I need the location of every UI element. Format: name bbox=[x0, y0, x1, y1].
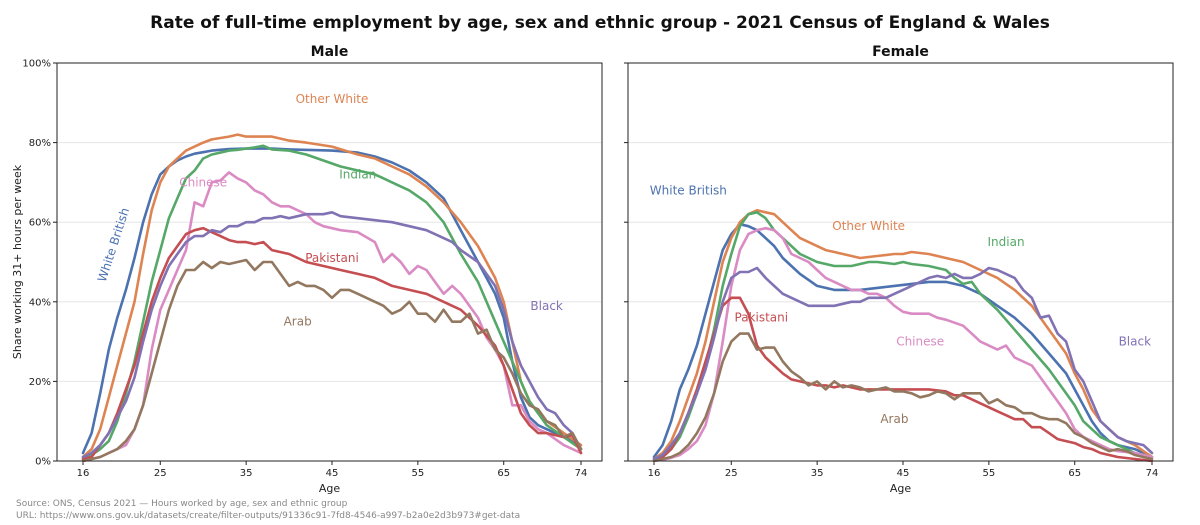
panel-male: Male 0% 20% 40% 60% 80% 100% 16 25 35 45 55 65 74 Age S… bbox=[11, 44, 603, 495]
y-axis-label: Share working 31+ hours per week bbox=[11, 164, 24, 359]
y-tick-label: 40% bbox=[29, 297, 51, 308]
series-label-black: Black bbox=[1119, 335, 1152, 349]
x-tick-label: 35 bbox=[811, 468, 824, 479]
source-url: URL: https://www.ons.gov.uk/datasets/cre… bbox=[16, 511, 520, 521]
series-line-chinese bbox=[652, 226, 1154, 463]
series-label-white-british: White British bbox=[650, 183, 727, 197]
series-label-pakistani: Pakistani bbox=[735, 311, 789, 325]
x-tick-label: 25 bbox=[725, 468, 738, 479]
x-tick-label: 55 bbox=[411, 468, 424, 479]
plot-frame bbox=[56, 62, 603, 462]
figure-title: Rate of full-time employment by age, sex… bbox=[150, 13, 1050, 33]
series-label-indian: Indian bbox=[339, 167, 376, 181]
series-label-chinese: Chinese bbox=[896, 335, 944, 349]
x-tick-label: 16 bbox=[648, 468, 661, 479]
series-line-indian bbox=[81, 144, 583, 461]
panel-title: Female bbox=[872, 44, 929, 60]
x-tick-label: 74 bbox=[1146, 468, 1159, 479]
y-tick-label: 60% bbox=[29, 218, 51, 229]
series-label-indian: Indian bbox=[988, 235, 1025, 249]
x-tick-label: 65 bbox=[1068, 468, 1081, 479]
x-tick-label: 16 bbox=[77, 468, 90, 479]
x-tick-label: 45 bbox=[326, 468, 339, 479]
y-tick-label: 80% bbox=[29, 138, 51, 149]
series-line-white-british bbox=[652, 222, 1154, 459]
y-tick-label: 20% bbox=[29, 377, 51, 388]
series-label-white-british: White British bbox=[95, 206, 132, 284]
chart-panels: Male 0% 20% 40% 60% 80% 100% 16 25 35 45 55 65 74 Age S… bbox=[11, 44, 1174, 495]
series-label-pakistani: Pakistani bbox=[305, 251, 359, 265]
source-note: Source: ONS, Census 2021 — Hours worked … bbox=[16, 499, 348, 509]
series-label-arab: Arab bbox=[880, 412, 908, 426]
x-tick-label: 25 bbox=[154, 468, 167, 479]
y-tick-label: 100% bbox=[22, 59, 51, 70]
series-line-arab bbox=[652, 332, 1154, 463]
x-tick-label: 65 bbox=[497, 468, 510, 479]
series-line-chinese bbox=[81, 171, 583, 463]
x-axis-label: Age bbox=[890, 482, 912, 495]
x-tick-label: 35 bbox=[240, 468, 253, 479]
y-tick-label: 0% bbox=[35, 457, 51, 468]
series-label-black: Black bbox=[530, 299, 563, 313]
series-line-indian bbox=[652, 211, 1154, 463]
series-line-black bbox=[81, 211, 583, 459]
series-line-arab bbox=[81, 258, 583, 463]
panel-title: Male bbox=[311, 44, 349, 60]
series-line-other-white bbox=[652, 209, 1154, 461]
series-label-arab: Arab bbox=[284, 315, 312, 329]
panel-female: Female 16 25 35 45 55 65 74 Age White British Othe… bbox=[624, 44, 1174, 495]
series-label-other-white: Other White bbox=[296, 92, 369, 106]
series-line-black bbox=[652, 266, 1154, 461]
x-tick-label: 45 bbox=[897, 468, 910, 479]
x-tick-label: 55 bbox=[982, 468, 995, 479]
series-label-other-white: Other White bbox=[832, 219, 905, 233]
plot-frame bbox=[627, 62, 1174, 462]
series-line-pakistani bbox=[81, 226, 583, 461]
series-label-chinese: Chinese bbox=[179, 175, 227, 189]
x-tick-label: 74 bbox=[575, 468, 588, 479]
x-axis-label: Age bbox=[319, 482, 341, 495]
